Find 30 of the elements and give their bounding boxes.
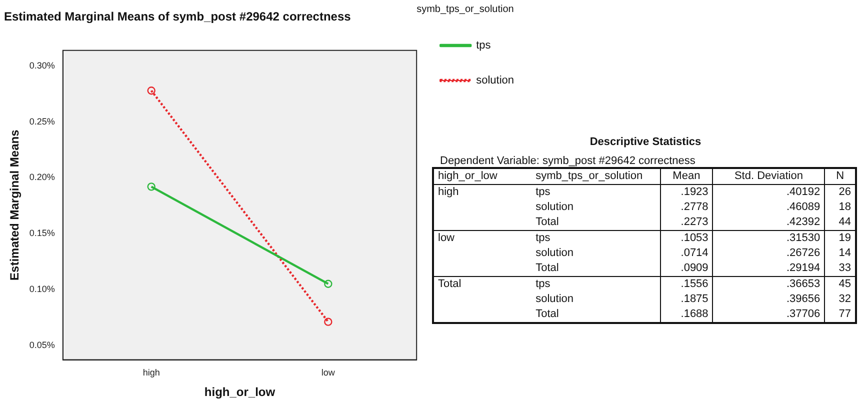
chart-title: Estimated Marginal Means of symb_post #29642 correctness — [4, 10, 352, 24]
text: Total .0909 .29194 33 — [536, 262, 851, 274]
y-tick-label: 0.10% — [29, 284, 55, 294]
point — [324, 318, 332, 326]
text: low tps .1053 .31530 19 — [438, 232, 851, 244]
text: solution .2778 .46089 18 — [536, 201, 851, 213]
text: solution .1875 .39656 32 — [536, 293, 851, 305]
text: Total .1688 .37706 77 — [536, 308, 851, 320]
point — [147, 86, 156, 95]
text: Descriptive Statistics — [588, 136, 702, 148]
x-tick-label: low — [321, 368, 336, 378]
legend-label: solution — [476, 74, 514, 87]
text: solution .0714 .26726 14 — [536, 247, 851, 259]
y-tick-label: 0.30% — [29, 60, 55, 71]
point — [324, 280, 332, 288]
point — [147, 182, 156, 191]
text: high tps .1923 .40192 26 — [438, 186, 851, 198]
legend-title: symb_tps_or_solution — [416, 4, 514, 15]
x-axis-title: high_or_low — [204, 385, 276, 400]
text: Total .2273 .42392 44 — [536, 216, 851, 228]
y-tick-label: 0.20% — [29, 172, 55, 182]
y-tick-label: 0.15% — [29, 228, 55, 238]
y-tick-label: 0.05% — [29, 340, 55, 350]
legend-label: tps — [476, 40, 492, 52]
text: Dependent Variable: symb_post #29642 correctness — [440, 155, 696, 167]
y-axis-title: Estimated Marginal Means — [8, 129, 22, 280]
y-tick-label: 0.25% — [29, 116, 55, 126]
text: Total tps .1556 .36653 45 — [438, 278, 851, 290]
text: high_or_low symb_tps_or_solution Mean Std. Deviation N — [438, 170, 844, 182]
x-tick-label: high — [142, 368, 160, 378]
